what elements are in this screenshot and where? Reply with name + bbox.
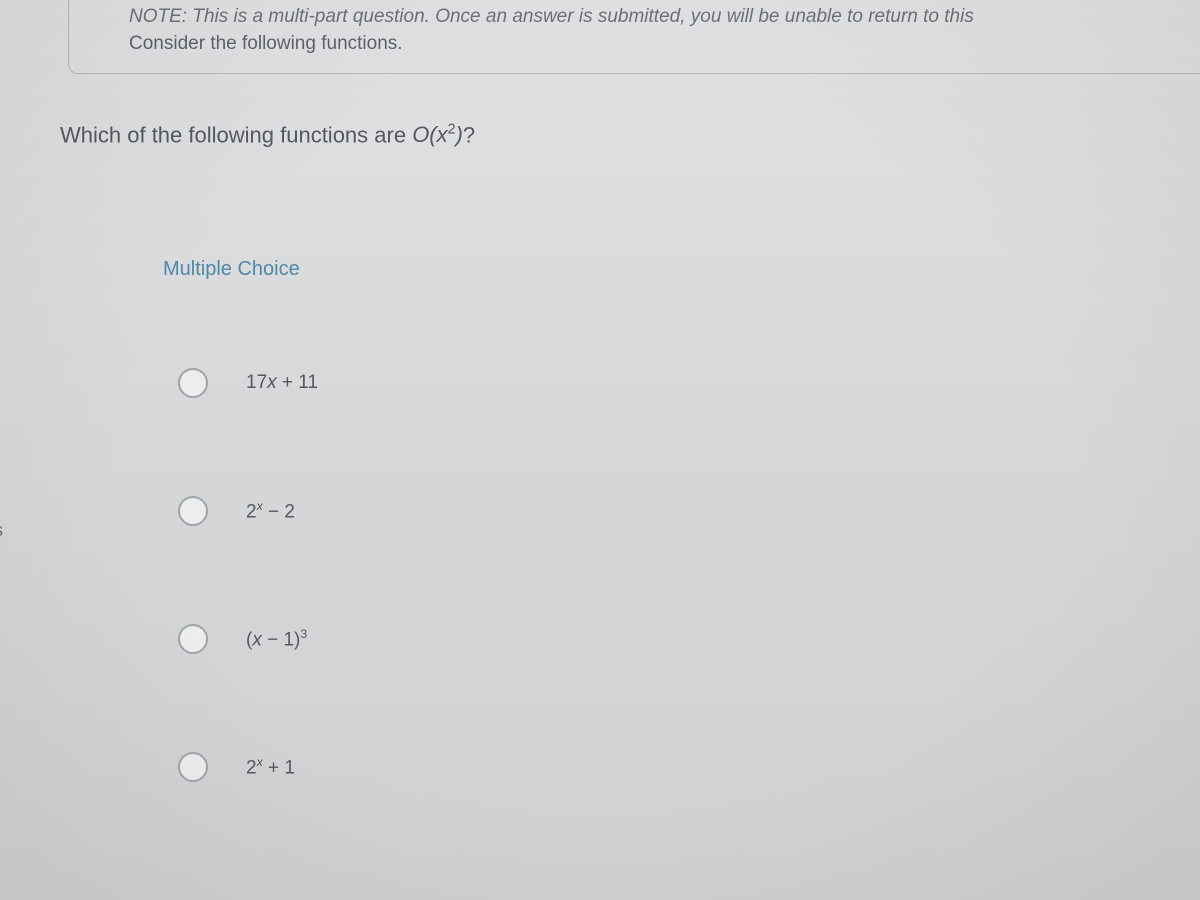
note-subtext: Consider the following functions. [129, 33, 1182, 55]
note-box: NOTE: This is a multi-part question. Onc… [68, 0, 1200, 74]
option-label: 17x + 11 [246, 372, 318, 394]
quiz-page: s NOTE: This is a multi-part question. O… [0, 0, 1200, 900]
question-text: Which of the following functions are O(x… [60, 122, 1200, 148]
note-label: NOTE: [129, 6, 187, 27]
note-line: NOTE: This is a multi-part question. Onc… [129, 4, 1182, 31]
option-row[interactable]: 2x + 1 [178, 735, 1200, 799]
options-list: 17x + 11 2x − 2 (x − 1)3 2x + 1 [178, 351, 1200, 799]
side-letter: s [0, 520, 3, 541]
radio-icon[interactable] [178, 624, 208, 654]
option-label: (x − 1)3 [246, 627, 307, 651]
option-label: 2x + 1 [246, 755, 295, 779]
note-text: This is a multi-part question. Once an a… [192, 6, 974, 27]
multiple-choice-header: Multiple Choice [163, 258, 1200, 281]
option-label: 2x − 2 [246, 499, 295, 523]
radio-icon[interactable] [178, 368, 208, 398]
question-math: O(x2) [412, 122, 463, 147]
radio-icon[interactable] [178, 496, 208, 526]
question-prefix: Which of the following functions are [60, 122, 412, 147]
question-suffix: ? [463, 122, 475, 147]
option-row[interactable]: (x − 1)3 [178, 607, 1200, 671]
radio-icon[interactable] [178, 752, 208, 782]
option-row[interactable]: 2x − 2 [178, 479, 1200, 543]
option-row[interactable]: 17x + 11 [178, 351, 1200, 415]
